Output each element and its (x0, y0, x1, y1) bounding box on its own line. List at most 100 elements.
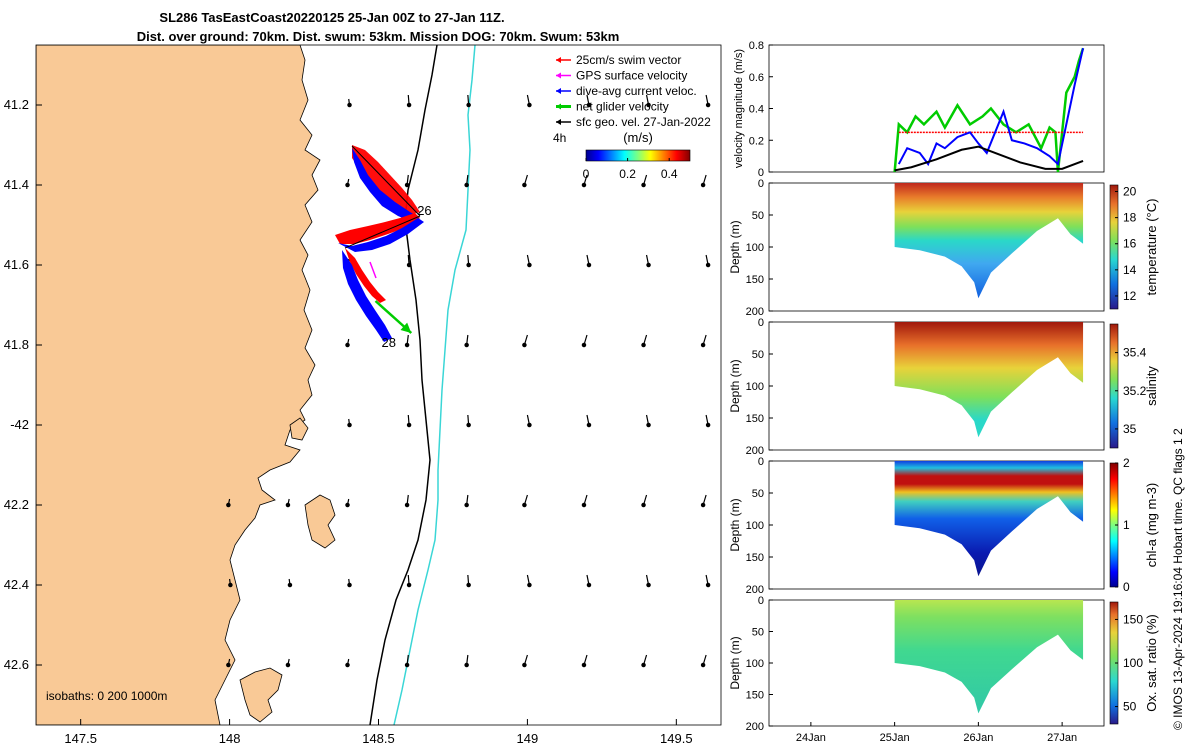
net-glider-velocity-arrowhead (400, 322, 412, 333)
section-cbar-tick-label: 0 (1123, 580, 1130, 594)
geo-vector-head (464, 662, 469, 668)
section-fill (894, 600, 1084, 714)
map-ytick-label: 41.2 (4, 97, 29, 112)
geo-vector-head (522, 502, 527, 508)
date-tick-label: 25Jan (880, 732, 910, 744)
section-ytick-label: 0 (758, 317, 764, 329)
geo-velocity-field (226, 94, 711, 668)
island-maria (304, 494, 336, 549)
geo-vector-head (522, 342, 527, 348)
peninsula-south (239, 667, 283, 723)
geo-vector-head (345, 662, 350, 668)
velocity-series-line (894, 145, 1084, 172)
geo-vector-head (285, 662, 291, 668)
date-tick-label: 27Jan (1047, 732, 1077, 744)
section-cbar-tick-label: 1 (1123, 518, 1130, 532)
geo-vector-head (527, 102, 532, 108)
section-colorbar (1109, 323, 1119, 449)
section-ytick-label: 100 (746, 658, 764, 670)
geo-vector-head (406, 102, 412, 108)
swim-vector-red-2 (335, 213, 420, 244)
track-line (351, 145, 421, 217)
section-panel-3: 0 50 100 150 200 Depth (m) 0 1 2 chl-a (mg m-3) (728, 456, 1159, 596)
velocity-ytick-label: 0 (758, 167, 764, 179)
map-panel: 26 28 147.5 148 148.5 149 149.5 41.2 41.4 41.6 4… (4, 44, 722, 746)
legend-swatch-head (556, 57, 561, 63)
section-ytick-label: 200 (746, 584, 764, 596)
section-cbar-tick-label: 16 (1123, 237, 1137, 251)
geo-vector-head (464, 502, 469, 508)
section-cbar-tick-label: 18 (1123, 211, 1137, 225)
map-xtick-label: 148.5 (362, 731, 395, 746)
geo-vector-head (345, 182, 350, 188)
legend-label: sfc geo. vel. 27-Jan-2022 (576, 115, 711, 129)
velocity-ytick-label: 0.6 (749, 72, 764, 84)
section-fill (894, 461, 1084, 577)
geo-vector-head (466, 422, 471, 428)
geo-vector-head (705, 582, 711, 588)
geo-vector-head (345, 502, 350, 508)
geo-vector-head (641, 342, 646, 348)
map-cbar-tick-label: 0 (583, 167, 590, 181)
map-xtick-label: 149 (517, 731, 539, 746)
legend-label: GPS surface velocity (576, 69, 687, 83)
geo-vector-head (406, 582, 412, 588)
section-ytick-label: 100 (746, 242, 764, 254)
section-cbar-tick-label: 100 (1123, 656, 1143, 670)
section-ytick-label: 200 (746, 306, 764, 318)
section-cbar-label: Ox. sat. ratio (%) (1144, 614, 1159, 712)
section-cbar-tick-label: 14 (1123, 263, 1137, 277)
section-ytick-label: 200 (746, 445, 764, 457)
geo-vector-head (347, 582, 352, 588)
island-north (289, 417, 309, 441)
date-tick-label: 24Jan (796, 732, 826, 744)
section-cbar-tick-label: 12 (1123, 289, 1137, 303)
map-ytick-label: 41.8 (4, 337, 29, 352)
geo-vector-head (641, 182, 646, 188)
section-panel-2: 0 50 100 150 200 Depth (m) 35 35.2 35.4 salinity (728, 317, 1159, 457)
section-ylabel: Depth (m) (728, 636, 742, 689)
geo-vector-head (226, 502, 231, 508)
geo-vector-head (527, 262, 532, 268)
section-cbar-tick-label: 150 (1123, 612, 1143, 626)
swim-vector-red-3 (345, 248, 386, 303)
geo-vector-head (406, 262, 412, 268)
section-ytick-label: 100 (746, 520, 764, 532)
date-tick-label: 26Jan (963, 732, 993, 744)
colorbar-label: (m/s) (623, 130, 653, 145)
geo-vector-head (705, 262, 711, 268)
isobaths-label: isobaths: 0 200 1000m (46, 689, 167, 703)
geo-vector-head (285, 502, 291, 508)
legend-label: 25cm/s swim vector (576, 53, 681, 67)
section-ytick-label: 50 (752, 210, 764, 222)
land-mass (36, 45, 321, 725)
geo-vector-head (641, 502, 646, 508)
legend-swatch-head (556, 119, 561, 125)
geo-vector-head (700, 502, 706, 508)
section-ylabel: Depth (m) (728, 498, 742, 551)
map-ytick-label: 41.4 (4, 177, 29, 192)
section-cbar-tick-label: 35 (1123, 422, 1137, 436)
geo-vector-head (345, 342, 350, 348)
geo-vector-head (466, 582, 471, 588)
geo-vector-head (700, 182, 706, 188)
section-ytick-label: 50 (752, 349, 764, 361)
map-legend: 25cm/s swim vector GPS surface velocitydi… (556, 53, 711, 129)
geo-vector-head (700, 342, 706, 348)
section-ytick-label: 50 (752, 488, 764, 500)
day-label: 28 (381, 335, 395, 350)
legend-label: net glider velocity (576, 100, 669, 114)
day-label: 26 (417, 203, 431, 218)
geo-vector-head (466, 262, 471, 268)
geo-vector-head (404, 502, 410, 508)
map-xtick-label: 147.5 (64, 731, 97, 746)
geo-vector-head (646, 422, 651, 428)
dive-avg-blue-2 (338, 218, 424, 252)
geo-vector-head (586, 262, 592, 268)
velocity-ytick-label: 0.4 (749, 104, 764, 116)
date-axis: 24Jan 25Jan 26Jan 27Jan (796, 722, 1077, 744)
geo-vector-head (581, 502, 587, 508)
velocity-ytick-label: 0.8 (749, 40, 764, 52)
